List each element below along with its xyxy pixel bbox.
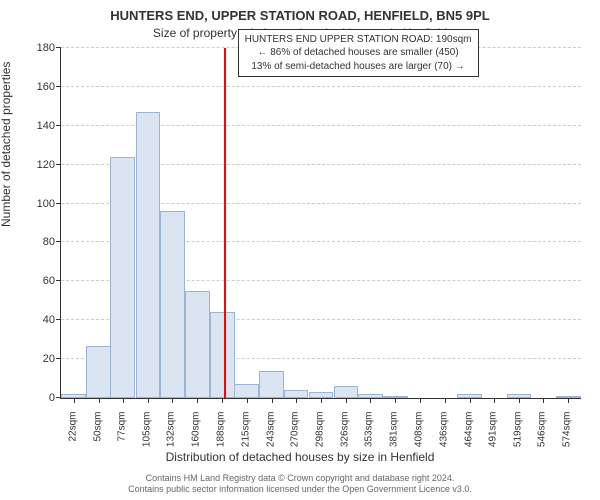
- xtick-mark: [222, 398, 223, 403]
- xtick-mark: [494, 398, 495, 403]
- xtick-mark: [74, 398, 75, 403]
- ytick-mark: [56, 358, 61, 359]
- y-axis-label: Number of detached properties: [0, 62, 13, 227]
- xtick-mark: [123, 398, 124, 403]
- histogram-bar: [210, 312, 235, 398]
- ytick-label: 20: [15, 353, 55, 365]
- ytick-mark: [56, 280, 61, 281]
- xtick-mark: [445, 398, 446, 403]
- histogram-bar: [259, 371, 284, 398]
- ytick-mark: [56, 86, 61, 87]
- xtick-mark: [247, 398, 248, 403]
- chart-container: HUNTERS END, UPPER STATION ROAD, HENFIEL…: [0, 0, 600, 500]
- gridline: [61, 86, 581, 87]
- ytick-label: 100: [15, 198, 55, 210]
- xtick-mark: [321, 398, 322, 403]
- ytick-mark: [56, 203, 61, 204]
- histogram-bar: [86, 346, 111, 399]
- xtick-mark: [99, 398, 100, 403]
- histogram-bar: [334, 386, 359, 398]
- ytick-mark: [56, 164, 61, 165]
- reference-line: [224, 48, 226, 398]
- xtick-mark: [197, 398, 198, 403]
- annotation-line2: ← 86% of detached houses are smaller (45…: [257, 47, 458, 58]
- ytick-label: 160: [15, 81, 55, 93]
- annotation-box: HUNTERS END UPPER STATION ROAD: 190sqm ← …: [238, 29, 479, 78]
- ytick-mark: [56, 125, 61, 126]
- histogram-bar: [284, 390, 309, 398]
- footer-line2: Contains public sector information licen…: [128, 484, 472, 494]
- ytick-label: 80: [15, 236, 55, 248]
- x-axis-label: Distribution of detached houses by size …: [0, 450, 600, 464]
- xtick-mark: [470, 398, 471, 403]
- xtick-mark: [543, 398, 544, 403]
- ytick-label: 40: [15, 314, 55, 326]
- footer-line1: Contains HM Land Registry data © Crown c…: [146, 473, 455, 483]
- ytick-label: 140: [15, 120, 55, 132]
- histogram-bar: [185, 291, 210, 398]
- xtick-mark: [296, 398, 297, 403]
- plot-area: HUNTERS END UPPER STATION ROAD: 190sqm← …: [60, 48, 581, 399]
- xtick-mark: [370, 398, 371, 403]
- ytick-label: 60: [15, 275, 55, 287]
- ytick-label: 120: [15, 159, 55, 171]
- footer-attribution: Contains HM Land Registry data © Crown c…: [0, 473, 600, 496]
- xtick-mark: [346, 398, 347, 403]
- annotation-line3: 13% of semi-detached houses are larger (…: [251, 61, 464, 72]
- ytick-mark: [56, 47, 61, 48]
- histogram-bar: [136, 112, 161, 398]
- xtick-mark: [395, 398, 396, 403]
- xtick-mark: [568, 398, 569, 403]
- histogram-bar: [160, 211, 185, 398]
- ytick-mark: [56, 319, 61, 320]
- ytick-label: 180: [15, 42, 55, 54]
- histogram-bar: [234, 384, 259, 398]
- ytick-label: 0: [15, 392, 55, 404]
- xtick-mark: [172, 398, 173, 403]
- xtick-mark: [272, 398, 273, 403]
- chart-title-main: HUNTERS END, UPPER STATION ROAD, HENFIEL…: [0, 8, 600, 23]
- annotation-line1: HUNTERS END UPPER STATION ROAD: 190sqm: [245, 34, 472, 45]
- histogram-bar: [110, 157, 135, 398]
- xtick-mark: [148, 398, 149, 403]
- xtick-mark: [519, 398, 520, 403]
- xtick-mark: [420, 398, 421, 403]
- ytick-mark: [56, 241, 61, 242]
